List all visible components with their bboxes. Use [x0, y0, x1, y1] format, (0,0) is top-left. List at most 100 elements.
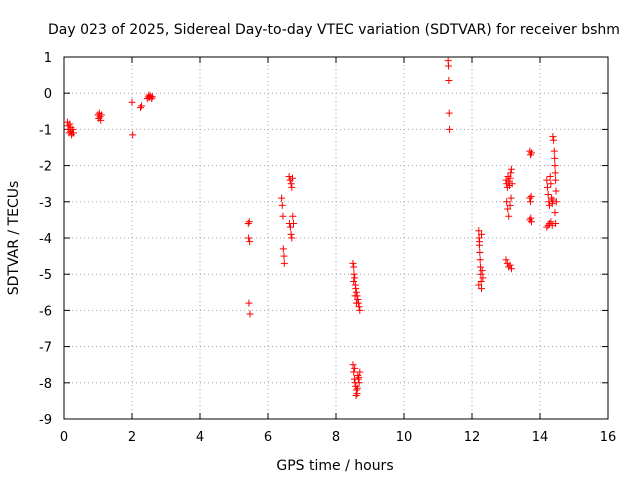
data-point [477, 270, 485, 278]
data-point [508, 180, 516, 188]
data-point [352, 391, 360, 399]
axis-ticks [63, 56, 609, 420]
data-point [526, 147, 534, 155]
data-point [349, 259, 357, 267]
data-point [138, 102, 146, 110]
data-point [478, 267, 486, 275]
data-point [288, 174, 296, 182]
data-point [526, 151, 534, 159]
data-point [543, 176, 551, 184]
data-point [528, 149, 535, 157]
data-point [506, 174, 514, 182]
x-tick-label: 4 [196, 430, 204, 445]
chart-title: Day 023 of 2025, Sidereal Day-to-day VTE… [48, 22, 620, 38]
y-tick-label: -1 [39, 123, 52, 138]
y-tick-label: -2 [39, 160, 52, 175]
data-point [507, 165, 515, 173]
data-point [286, 223, 294, 231]
data-point [549, 133, 557, 141]
data-point [506, 201, 514, 209]
data-point [548, 221, 556, 229]
data-point [96, 113, 104, 121]
data-point [547, 218, 555, 226]
data-point [246, 310, 254, 318]
data-point [279, 245, 287, 253]
data-point [527, 214, 535, 222]
x-tick-label: 0 [60, 430, 68, 445]
data-point [505, 178, 513, 186]
data-point [526, 216, 534, 224]
data-point [476, 248, 484, 256]
data-point [129, 131, 137, 139]
x-tick-label: 12 [464, 430, 481, 445]
x-tick-label: 10 [396, 430, 413, 445]
data-point [350, 277, 358, 285]
data-point [148, 95, 156, 103]
data-point [546, 172, 554, 180]
data-point [528, 218, 535, 226]
data-point [507, 194, 515, 202]
data-point [350, 263, 358, 271]
data-point [352, 299, 360, 307]
data-point [285, 172, 293, 180]
y-axis-label: SDTVAR / TECUs [6, 181, 22, 296]
y-tick-label: -3 [39, 196, 52, 211]
data-point [244, 220, 252, 228]
data-point [279, 212, 287, 220]
data-point [350, 368, 358, 376]
data-point [503, 198, 511, 206]
x-tick-label: 6 [264, 430, 272, 445]
data-point [288, 183, 296, 191]
data-point [354, 296, 362, 304]
x-tick-label: 16 [600, 430, 617, 445]
data-point [475, 281, 483, 289]
data-point [476, 256, 484, 264]
data-point [148, 93, 156, 101]
data-point [545, 198, 553, 206]
data-point [245, 299, 253, 307]
data-point [353, 384, 361, 392]
data-point [548, 200, 556, 208]
data-point [507, 265, 515, 273]
data-point [349, 361, 357, 369]
data-point [352, 285, 360, 293]
data-point [551, 169, 559, 177]
data-point [287, 230, 295, 238]
data-point [356, 368, 364, 376]
data-point [352, 288, 360, 296]
data-point [445, 77, 453, 85]
data-point [552, 187, 560, 195]
data-point [278, 194, 286, 202]
data-point [506, 261, 514, 269]
data-point [505, 212, 513, 220]
data-point [552, 176, 560, 184]
data-point [352, 382, 360, 390]
y-tick-label: 0 [44, 87, 52, 102]
x-tick-labels: 0 2 4 6 8 10 12 14 16 [60, 430, 616, 445]
data-point [350, 270, 358, 278]
y-tick-label: -7 [39, 341, 52, 356]
y-tick-label: -4 [39, 232, 52, 247]
data-point [551, 154, 559, 162]
data-point [475, 238, 483, 246]
data-point [475, 227, 483, 235]
data-point [355, 303, 363, 311]
x-tick-label: 14 [532, 430, 549, 445]
data-point [69, 125, 77, 133]
x-tick-label: 8 [332, 430, 340, 445]
y-tick-label: -6 [39, 304, 52, 319]
data-point [245, 218, 253, 226]
data-point [355, 373, 363, 381]
data-point [137, 104, 144, 112]
data-point [97, 116, 105, 124]
data-point [351, 292, 359, 300]
x-axis-label: GPS time / hours [276, 458, 393, 474]
data-point [526, 198, 534, 206]
data-point [548, 194, 556, 202]
data-point [479, 274, 487, 282]
data-point [70, 129, 78, 137]
x-tick-label: 2 [128, 430, 136, 445]
data-point [128, 98, 136, 106]
data-point [280, 252, 288, 260]
